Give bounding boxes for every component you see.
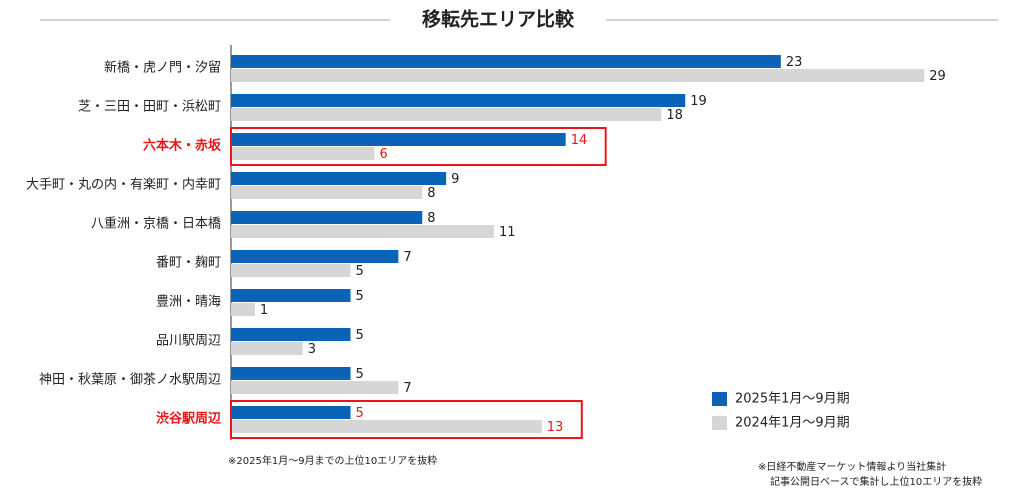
bar (231, 342, 303, 355)
y-tick-label: 大手町・丸の内・有楽町・内幸町 (26, 177, 221, 193)
y-tick-label: 芝・三田・田町・浜松町 (78, 99, 221, 115)
y-tick-label: 新橋・虎ノ門・汐留 (104, 60, 221, 76)
y-tick-label: 豊洲・晴海 (156, 295, 221, 310)
value-label: 23 (786, 55, 803, 70)
value-label: 3 (308, 342, 316, 357)
value-label: 8 (427, 186, 435, 201)
value-label: 19 (690, 94, 707, 109)
value-label: 1 (260, 303, 268, 318)
value-label: 5 (356, 367, 364, 382)
bar (231, 250, 399, 263)
y-tick-label: 品川駅周辺 (156, 334, 221, 349)
value-label: 11 (499, 225, 516, 240)
bar (231, 55, 781, 68)
bar (231, 133, 566, 146)
y-tick-label: 八重洲・京橋・日本橋 (91, 216, 221, 232)
legend-label: 2024年1月～9月期 (735, 416, 850, 431)
bar (231, 211, 423, 224)
value-label: 6 (379, 147, 387, 162)
legend-swatch (712, 392, 727, 406)
bar (231, 303, 255, 316)
chart-title: 移転先エリア比較 (422, 8, 575, 31)
bar (231, 225, 494, 238)
bar (231, 69, 925, 82)
source-note: 記事公開日ベースで集計し上位10エリアを抜粋 (770, 475, 982, 488)
value-label: 5 (356, 264, 364, 279)
bar (231, 420, 542, 433)
footnote: ※2025年1月～9月までの上位10エリアを抜粋 (228, 454, 437, 467)
bar (231, 94, 686, 107)
value-label: 13 (547, 420, 564, 435)
value-label: 9 (451, 172, 459, 187)
value-label: 29 (929, 69, 946, 84)
bar (231, 108, 662, 121)
value-label: 18 (666, 108, 683, 123)
bar (231, 172, 447, 185)
bar (231, 367, 351, 380)
bar (231, 381, 399, 394)
value-label: 7 (403, 250, 411, 265)
y-tick-label: 渋谷駅周辺 (156, 411, 221, 427)
value-label: 5 (356, 328, 364, 343)
value-label: 14 (571, 133, 588, 148)
y-tick-label: 番町・麹町 (156, 255, 221, 271)
bar (231, 406, 351, 419)
value-label: 5 (356, 406, 364, 421)
legend-label: 2025年1月～9月期 (735, 392, 850, 407)
legend-swatch (712, 416, 727, 430)
value-label: 5 (356, 289, 364, 304)
y-tick-label: 神田・秋葉原・御茶ノ水駅周辺 (39, 372, 221, 388)
bar (231, 264, 351, 277)
value-label: 8 (427, 211, 435, 226)
source-note: ※日経不動産マーケット情報より当社集計 (758, 460, 946, 473)
bar (231, 147, 375, 160)
bar (231, 186, 423, 199)
bar (231, 289, 351, 302)
y-tick-label: 六本木・赤坂 (143, 138, 222, 154)
bar (231, 328, 351, 341)
highlight-box (230, 400, 583, 439)
highlight-box (230, 127, 607, 166)
value-label: 7 (403, 381, 411, 396)
